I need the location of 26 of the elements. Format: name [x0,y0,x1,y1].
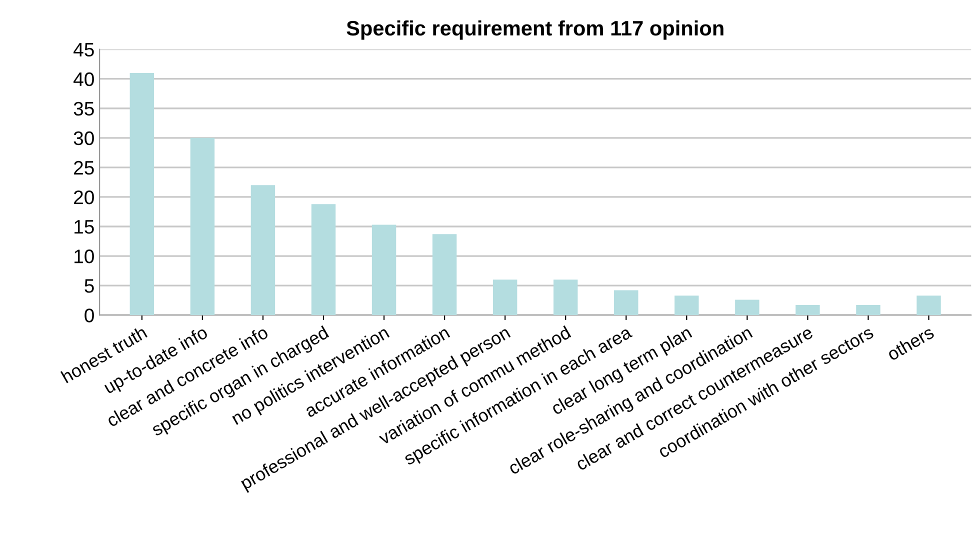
chart-title: Specific requirement from 117 opinion [346,20,724,40]
y-tick-label: 0 [84,308,94,322]
bar [735,300,760,316]
y-tick-label: 20 [74,190,94,204]
bar [250,185,276,316]
bar [130,72,154,316]
bar [432,234,457,316]
y-tick-label: 10 [74,250,94,264]
y-tick-label: 30 [74,131,94,146]
bar [190,138,215,316]
y-tick-label: 15 [74,220,94,234]
bar [311,204,336,316]
bar [796,305,820,316]
bar [674,296,699,316]
y-tick-label: 45 [74,42,94,57]
y-tick-label: 40 [74,72,94,86]
y-tick-label: 25 [74,160,94,175]
x-tick-label: others [886,325,935,362]
y-tick-label: 5 [84,279,94,293]
bar [916,296,941,316]
bar [856,305,880,316]
bar [372,224,396,316]
bar [492,280,518,316]
bar [553,280,578,316]
y-tick-label: 35 [74,102,94,116]
bar [614,290,638,316]
